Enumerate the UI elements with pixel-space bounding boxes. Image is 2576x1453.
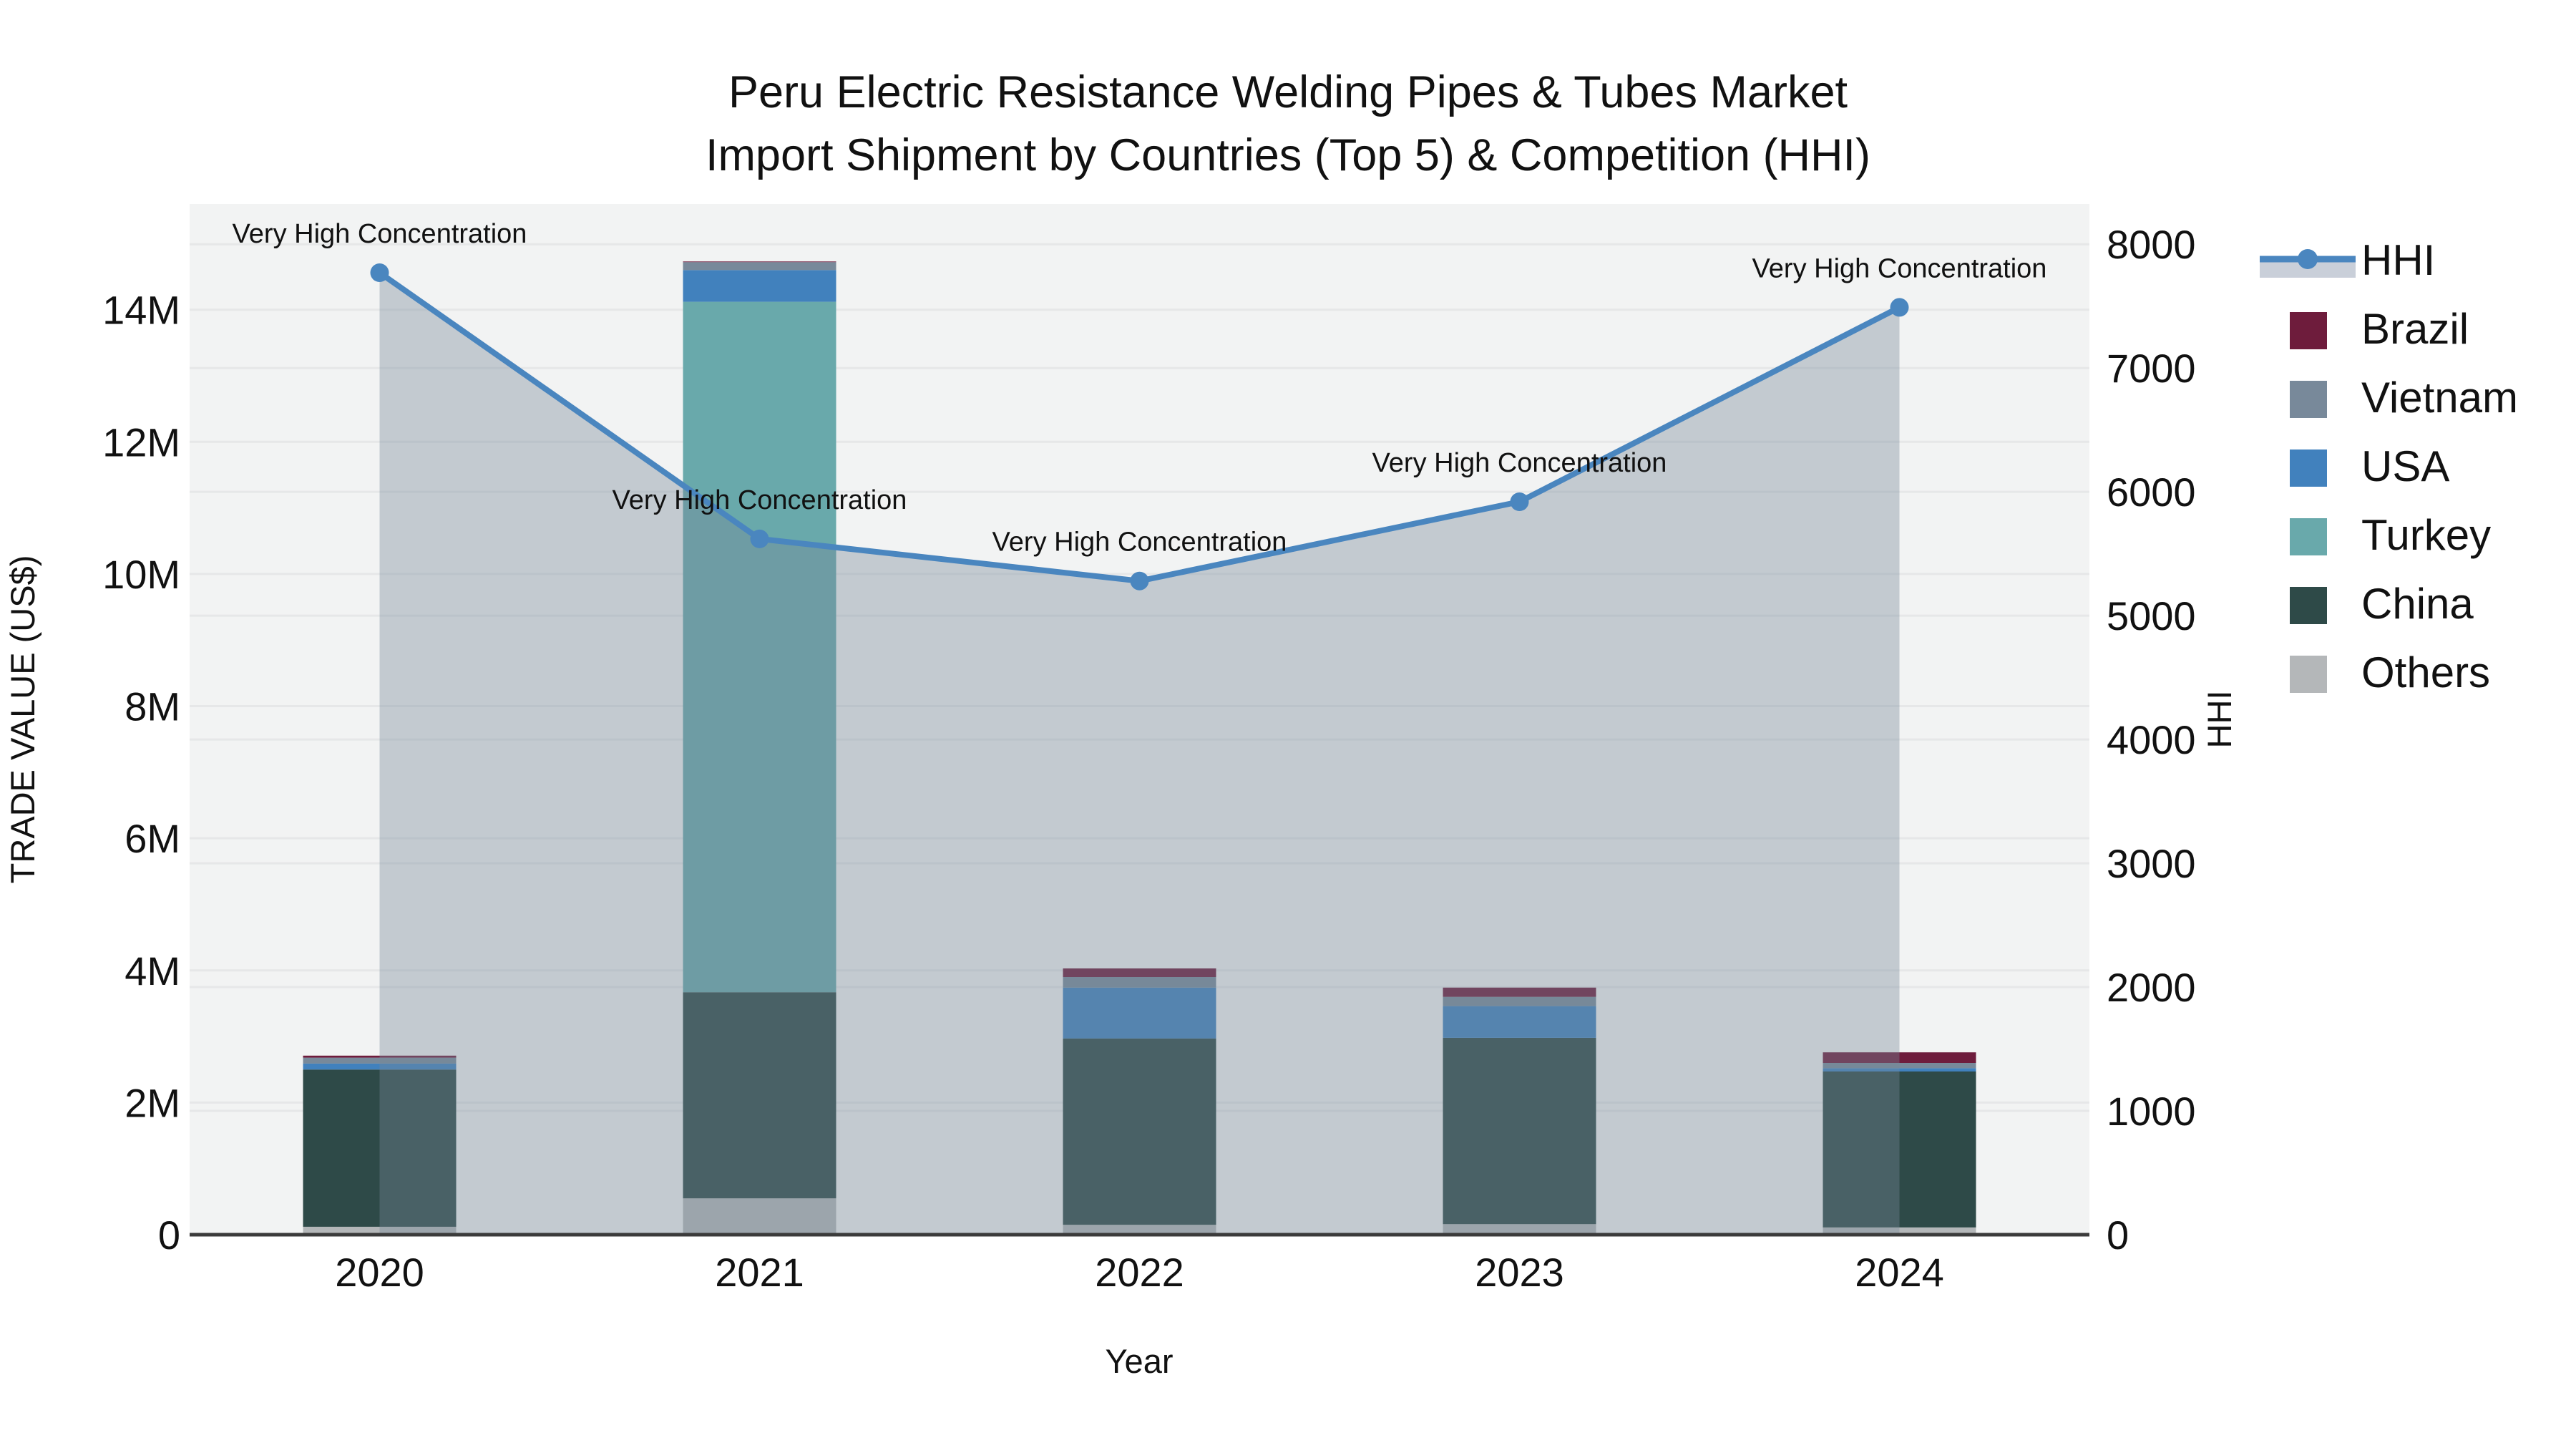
y-tick-right-5000: 5000 <box>2107 593 2196 638</box>
legend-swatch-china <box>2290 587 2327 624</box>
y-tick-right-1000: 1000 <box>2107 1089 2196 1134</box>
bar-segment-usa-2022[interactable] <box>1063 987 1216 1039</box>
bar-segment-turkey-2021[interactable] <box>683 301 836 993</box>
bar-segment-vietnam-2024[interactable] <box>1823 1063 1976 1069</box>
bar-segment-vietnam-2022[interactable] <box>1063 977 1216 988</box>
legend-item-china[interactable]: China <box>2290 580 2474 628</box>
legend-item-others[interactable]: Others <box>2290 648 2490 696</box>
legend-swatch-usa <box>2290 449 2327 487</box>
legend-item-turkey[interactable]: Turkey <box>2290 511 2491 559</box>
y-tick-left-2M: 2M <box>125 1080 180 1125</box>
bar-segment-vietnam-2023[interactable] <box>1443 996 1596 1006</box>
bar-segment-china-2022[interactable] <box>1063 1038 1216 1225</box>
x-tick-2024: 2024 <box>1855 1250 1944 1295</box>
legend-label-usa: USA <box>2361 442 2449 490</box>
bar-segment-others-2020[interactable] <box>303 1226 457 1235</box>
legend-swatch-vietnam <box>2290 381 2327 418</box>
hhi-marker-2024[interactable] <box>1890 298 1909 317</box>
y-tick-left-4M: 4M <box>125 948 180 993</box>
bar-segment-vietnam-2021[interactable] <box>683 262 836 271</box>
bar-segment-china-2020[interactable] <box>303 1069 457 1227</box>
bar-segment-china-2024[interactable] <box>1823 1071 1976 1228</box>
legend-label-others: Others <box>2361 648 2490 696</box>
annotation-2024: Very High Concentration <box>1752 253 2047 283</box>
x-tick-2021: 2021 <box>715 1250 804 1295</box>
bar-segment-brazil-2020[interactable] <box>303 1055 457 1058</box>
bar-segment-brazil-2023[interactable] <box>1443 987 1596 997</box>
bar-segment-china-2023[interactable] <box>1443 1037 1596 1225</box>
y-tick-right-2000: 2000 <box>2107 965 2196 1010</box>
bar-segment-usa-2024[interactable] <box>1823 1068 1976 1071</box>
y-tick-left-10M: 10M <box>102 552 180 597</box>
legend-swatch-turkey <box>2290 518 2327 555</box>
bar-segment-brazil-2024[interactable] <box>1823 1052 1976 1063</box>
annotation-2021: Very High Concentration <box>613 485 907 515</box>
chart-title-line2: Import Shipment by Countries (Top 5) & C… <box>706 130 1870 180</box>
chart-title-line1: Peru Electric Resistance Welding Pipes &… <box>728 67 1848 117</box>
legend-hhi-marker-swatch <box>2298 249 2318 269</box>
legend-label-china: China <box>2361 580 2474 628</box>
bar-segment-brazil-2022[interactable] <box>1063 968 1216 977</box>
legend-label-brazil: Brazil <box>2361 305 2469 353</box>
bar-segment-usa-2023[interactable] <box>1443 1006 1596 1038</box>
y-tick-left-8M: 8M <box>125 684 180 729</box>
legend-item-brazil[interactable]: Brazil <box>2290 305 2469 353</box>
y-tick-right-0: 0 <box>2107 1213 2129 1258</box>
y-axis-title-right: HHI <box>2200 691 2238 749</box>
y-tick-left-14M: 14M <box>102 288 180 333</box>
annotation-2023: Very High Concentration <box>1372 448 1667 478</box>
hhi-marker-2020[interactable] <box>370 263 389 282</box>
y-tick-right-7000: 7000 <box>2107 346 2196 391</box>
x-tick-2023: 2023 <box>1475 1250 1564 1295</box>
legend-label-vietnam: Vietnam <box>2361 374 2518 422</box>
y-tick-right-4000: 4000 <box>2107 717 2196 762</box>
legend-swatch-brazil <box>2290 312 2327 349</box>
legend-item-vietnam[interactable]: Vietnam <box>2290 374 2518 422</box>
y-tick-left-0: 0 <box>158 1213 180 1258</box>
y-tick-right-6000: 6000 <box>2107 470 2196 515</box>
annotation-2022: Very High Concentration <box>992 528 1287 558</box>
bar-segment-others-2023[interactable] <box>1443 1224 1596 1235</box>
legend-swatch-others <box>2290 656 2327 693</box>
bar-segment-others-2022[interactable] <box>1063 1225 1216 1235</box>
bar-segment-usa-2021[interactable] <box>683 270 836 302</box>
bar-segment-others-2024[interactable] <box>1823 1227 1976 1235</box>
y-tick-left-12M: 12M <box>102 419 180 465</box>
hhi-marker-2021[interactable] <box>750 529 769 548</box>
y-tick-left-6M: 6M <box>125 816 180 861</box>
y-axis-title-left: TRADE VALUE (US$) <box>4 555 42 884</box>
x-axis-title: Year <box>1106 1342 1174 1380</box>
bar-segment-brazil-2021[interactable] <box>683 261 836 263</box>
hhi-area-fill <box>379 273 1900 1235</box>
hhi-marker-2023[interactable] <box>1510 492 1529 511</box>
bar-segment-others-2021[interactable] <box>683 1198 836 1235</box>
x-tick-2022: 2022 <box>1095 1250 1184 1295</box>
annotation-2020: Very High Concentration <box>233 219 527 249</box>
hhi-marker-2022[interactable] <box>1130 571 1149 591</box>
bar-segment-china-2021[interactable] <box>683 992 836 1199</box>
legend-label-hhi: HHI <box>2361 236 2435 284</box>
y-tick-right-8000: 8000 <box>2107 222 2196 267</box>
bar-segment-usa-2020[interactable] <box>303 1063 457 1070</box>
legend-item-usa[interactable]: USA <box>2290 442 2449 490</box>
legend-item-hhi[interactable]: HHI <box>2260 236 2435 284</box>
legend-label-turkey: Turkey <box>2361 511 2491 559</box>
bar-segment-vietnam-2020[interactable] <box>303 1057 457 1064</box>
x-tick-2020: 2020 <box>335 1250 424 1295</box>
y-tick-right-3000: 3000 <box>2107 841 2196 886</box>
